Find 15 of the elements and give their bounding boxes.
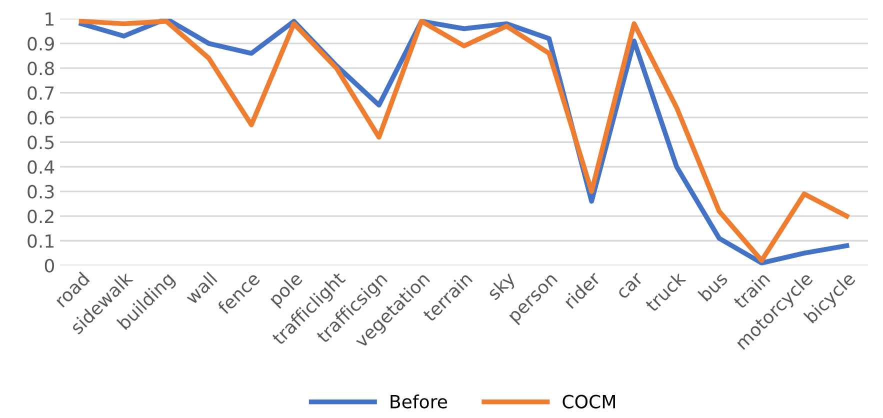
y-tick-label: 0.4 <box>28 160 54 174</box>
x-tick-label: car <box>617 272 644 300</box>
y-tick-label: 0.3 <box>28 184 54 199</box>
y-tick-label: 0.2 <box>28 210 54 224</box>
legend-label: Before <box>390 394 448 408</box>
legend-label: COCM <box>562 394 615 408</box>
y-tick-label: 1 <box>46 12 54 26</box>
y-tick-label: 0.9 <box>28 36 54 51</box>
y-tick-label: 0 <box>44 258 54 273</box>
x-tick-label: bus <box>697 270 728 302</box>
y-tick-label: 0.7 <box>28 86 54 100</box>
y-tick-label: 0.8 <box>28 62 54 76</box>
y-tick-label: 0.5 <box>28 136 54 150</box>
y-tick-label: 0.6 <box>28 110 54 125</box>
y-tick-label: 0.1 <box>28 234 54 248</box>
